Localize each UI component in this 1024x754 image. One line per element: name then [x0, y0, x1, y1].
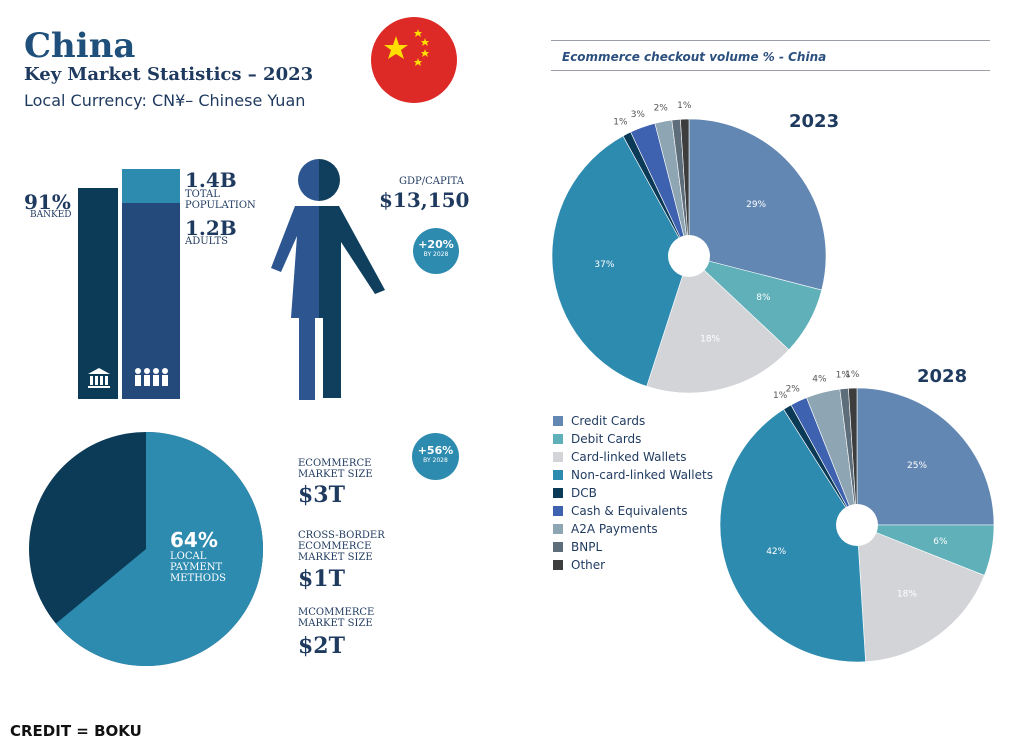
person-icon — [271, 159, 385, 400]
pie-2028-label-card-linked-wallets: 18% — [897, 590, 917, 600]
pie-2028-label-dcb: 1% — [773, 391, 788, 401]
legend-swatch — [553, 488, 563, 498]
pie-2028-label-bnpl: 1% — [836, 371, 851, 381]
gdp-growth-badge: +20% BY 2028 — [413, 228, 459, 274]
pie-2023-label-non-card-linked-wallets: 37% — [594, 260, 614, 270]
legend-item-bnpl: BNPL — [553, 538, 713, 556]
local-payment-label: LOCAL PAYMENT METHODS — [170, 551, 226, 584]
pie-2028-label-non-card-linked-wallets: 42% — [766, 547, 786, 557]
legend-swatch — [553, 524, 563, 534]
pie-legend: Credit Cards Debit Cards Card-linked Walle… — [553, 412, 713, 574]
cross-border-label: CROSS-BORDER ECOMMERCE MARKET SIZE — [298, 530, 385, 563]
checkout-chart-title: Ecommerce checkout volume % - China — [562, 50, 827, 64]
china-flag-icon — [371, 17, 457, 103]
page-title: China — [24, 26, 136, 66]
population-bar — [122, 169, 180, 203]
legend-swatch — [553, 452, 563, 462]
chart-title-rule — [551, 70, 990, 71]
legend-label: Other — [571, 558, 606, 572]
bank-icon — [88, 368, 110, 388]
pie-2028-title: 2028 — [917, 366, 968, 387]
local-payment-pct: 64% — [170, 528, 218, 552]
checkout-pie-2028: 25%6%18%42%1%2%4% 1%1% — [719, 370, 995, 663]
pie-2023-label-other: 1% — [677, 101, 692, 111]
pie-2023-label-card-linked-wallets: 18% — [700, 334, 720, 344]
page-subtitle: Key Market Statistics – 2023 — [24, 64, 314, 85]
legend-label: Credit Cards — [571, 414, 646, 428]
pie-2028-label-cash-equivalents: 2% — [786, 384, 801, 394]
population-label: TOTAL POPULATION — [185, 189, 256, 211]
population-value: 1.4B — [185, 168, 237, 192]
legend-label: BNPL — [571, 540, 603, 554]
pie-2028-slice-card-linked-wallets — [856, 524, 985, 663]
legend-swatch — [553, 416, 563, 426]
legend-label: A2A Payments — [571, 522, 658, 536]
legend-swatch — [553, 434, 563, 444]
credit-label: CREDIT = BOKU — [10, 722, 142, 740]
legend-item-cash-equivalents: Cash & Equivalents — [553, 502, 713, 520]
pie-2028-center-hole — [836, 504, 878, 546]
adults-value: 1.2B — [185, 216, 237, 240]
pie-2023-label-cash-equivalents: 3% — [631, 110, 646, 120]
cross-border-value: $1T — [298, 566, 345, 592]
gdp-growth-value: +20% — [418, 238, 454, 251]
local-payment-pie — [29, 432, 264, 666]
legend-label: Non-card-linked Wallets — [571, 468, 713, 482]
legend-item-other: Other — [553, 556, 713, 574]
gdp-label: GDP/CAPITA — [399, 176, 464, 187]
local-payment-slice — [55, 432, 264, 666]
legend-label: Card-linked Wallets — [571, 450, 687, 464]
pie-2028-label-credit-cards: 25% — [907, 461, 927, 471]
legend-label: Debit Cards — [571, 432, 642, 446]
checkout-pie-2023: 29%8%18%37%1%3%2% 1% — [551, 101, 827, 394]
legend-swatch — [553, 542, 563, 552]
pie-2023-center-hole — [668, 235, 710, 277]
adults-bar — [122, 203, 180, 399]
pie-2023-label-a2a-payments: 2% — [654, 104, 669, 114]
pie-2023-title: 2023 — [789, 111, 840, 132]
gdp-growth-note: BY 2028 — [423, 251, 449, 258]
ecommerce-growth-note: BY 2028 — [423, 457, 448, 464]
legend-item-credit-cards: Credit Cards — [553, 412, 713, 430]
flag-big-star — [384, 36, 408, 59]
pie-2028-label-other: 1% — [845, 370, 860, 380]
pie-2023-label-credit-cards: 29% — [746, 200, 766, 210]
legend-swatch — [553, 506, 563, 516]
currency-label: Local Currency: CN¥– Chinese Yuan — [24, 91, 306, 110]
ecommerce-market-value: $3T — [298, 482, 345, 508]
legend-swatch — [553, 470, 563, 480]
chart-top-rule — [551, 40, 990, 41]
legend-label: DCB — [571, 486, 597, 500]
pie-2023-label-dcb: 1% — [613, 117, 628, 127]
adults-label: ADULTS — [185, 236, 229, 247]
legend-item-non-card-linked-wallets: Non-card-linked Wallets — [553, 466, 713, 484]
pie-2023-slice-credit-cards — [688, 118, 827, 291]
ecommerce-market-label: ECOMMERCE MARKET SIZE — [298, 458, 373, 480]
legend-item-debit-cards: Debit Cards — [553, 430, 713, 448]
ecommerce-growth-value: +56% — [417, 444, 454, 457]
people-icon — [135, 368, 168, 386]
legend-item-card-linked-wallets: Card-linked Wallets — [553, 448, 713, 466]
pie-2028-slice-credit-cards — [856, 387, 995, 526]
pie-2023-slice-card-linked-wallets — [646, 255, 790, 394]
pie-2028-slice-non-card-linked-wallets — [719, 408, 866, 663]
legend-item-dcb: DCB — [553, 484, 713, 502]
mcommerce-value: $2T — [298, 633, 345, 659]
pie-2023-slice-non-card-linked-wallets — [551, 135, 690, 387]
ecommerce-growth-badge: +56% BY 2028 — [412, 433, 459, 480]
banked-bar — [78, 188, 118, 399]
pie-2028-label-a2a-payments: 4% — [812, 375, 827, 385]
legend-swatch — [553, 560, 563, 570]
pie-2023-label-debit-cards: 8% — [756, 293, 771, 303]
pie-2028-slice-other — [848, 387, 858, 526]
gdp-value: $13,150 — [379, 188, 470, 212]
banked-label: BANKED — [30, 210, 72, 220]
pie-2028-label-debit-cards: 6% — [933, 537, 948, 547]
banked-pct: 91% — [24, 190, 71, 214]
legend-label: Cash & Equivalents — [571, 504, 688, 518]
pie-2023-slice-other — [680, 118, 690, 257]
legend-item-a2a-payments: A2A Payments — [553, 520, 713, 538]
mcommerce-label: MCOMMERCE MARKET SIZE — [298, 607, 375, 629]
